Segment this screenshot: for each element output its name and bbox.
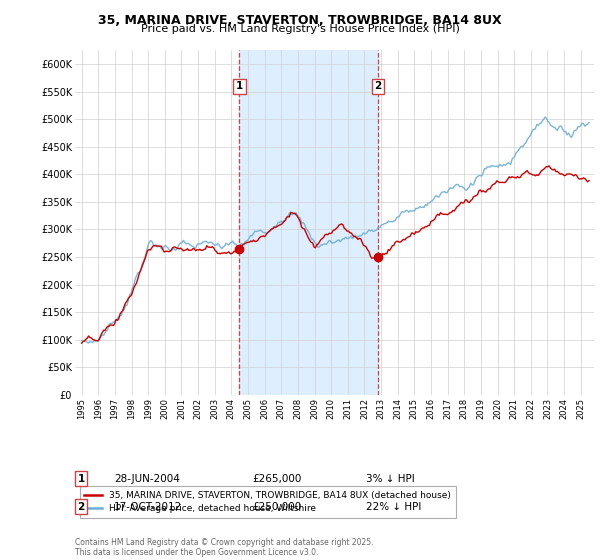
Text: 22% ↓ HPI: 22% ↓ HPI [366,502,421,512]
Bar [239,50,378,395]
Text: £265,000: £265,000 [252,474,301,484]
Text: 1: 1 [77,474,85,484]
Text: 35, MARINA DRIVE, STAVERTON, TROWBRIDGE, BA14 8UX: 35, MARINA DRIVE, STAVERTON, TROWBRIDGE,… [98,14,502,27]
Text: 2: 2 [77,502,85,512]
Text: Price paid vs. HM Land Registry's House Price Index (HPI): Price paid vs. HM Land Registry's House … [140,24,460,34]
Text: 1: 1 [236,81,243,91]
Text: Contains HM Land Registry data © Crown copyright and database right 2025.
This d: Contains HM Land Registry data © Crown c… [75,538,373,557]
Text: 28-JUN-2004: 28-JUN-2004 [114,474,180,484]
Text: 2: 2 [374,81,382,91]
Legend: 35, MARINA DRIVE, STAVERTON, TROWBRIDGE, BA14 8UX (detached house), HPI: Average: 35, MARINA DRIVE, STAVERTON, TROWBRIDGE,… [80,486,455,517]
Text: 17-OCT-2012: 17-OCT-2012 [114,502,182,512]
Text: £250,000: £250,000 [252,502,301,512]
Text: 3% ↓ HPI: 3% ↓ HPI [366,474,415,484]
